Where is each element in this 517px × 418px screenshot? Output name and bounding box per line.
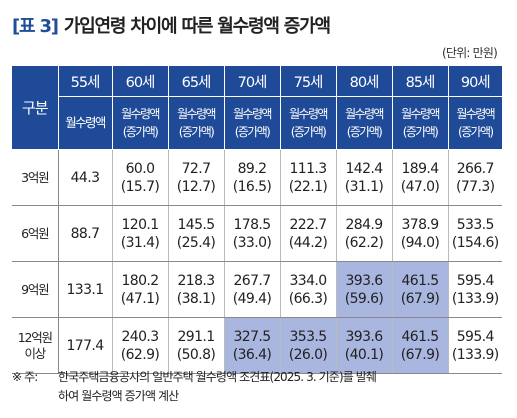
cell: 222.7 (44.2): [280, 205, 337, 262]
row-label: 3억원: [12, 149, 59, 206]
sub-paren: (증가액): [178, 125, 215, 139]
unit-label: (단위: 만원): [442, 46, 498, 60]
cell: 595.4 (133.9): [448, 317, 502, 374]
cell: 178.5 (33.0): [224, 205, 281, 262]
cell-base: 44.3: [58, 149, 113, 206]
cell: 218.3 (38.1): [168, 261, 225, 318]
sub-label: 월수령액: [289, 107, 328, 121]
cell: 180.2 (47.1): [112, 261, 169, 318]
sub-paren: (증가액): [346, 125, 383, 139]
footnote-line2: 하여 월수령액 증가액 계산: [58, 389, 179, 403]
header-sub-70: 월수령액 (증가액): [224, 96, 281, 150]
table-row: 6억원 88.7 120.1 (31.4) 145.5 (25.4) 178.5 (3…: [12, 205, 502, 262]
sub-label: 월수령액: [345, 107, 384, 121]
table-row: 12억원 이상 177.4 240.3 (62.9) 291.1 (50.8) 327…: [12, 317, 502, 374]
cell: 145.5 (25.4): [168, 205, 225, 262]
cell-base: 133.1: [58, 261, 113, 318]
header-sub-85: 월수령액 (증가액): [392, 96, 449, 150]
header-age-80: 80세: [336, 66, 393, 97]
cell: 595.4 (133.9): [448, 261, 502, 318]
cell: 284.9 (62.2): [336, 205, 393, 262]
table-number: [표 3]: [12, 16, 59, 37]
footnote: ※ 주: 한국주택금융공사의 일반주택 월수령액 조견표(2025. 3. 기준)…: [12, 368, 377, 406]
header-age-90: 90세: [448, 66, 502, 97]
cell-highlighted: 393.6 (59.6): [336, 261, 393, 318]
sub-paren: (증가액): [122, 125, 159, 139]
cell: 111.3 (22.1): [280, 149, 337, 206]
table-title: [표 3] 가입연령 차이에 따른 월수령액 증가액: [12, 12, 331, 38]
header-sub-60: 월수령액 (증가액): [112, 96, 169, 150]
header-age-65: 65세: [168, 66, 225, 97]
sub-label: 월수령액: [177, 107, 216, 121]
sub-label: 월수령액: [233, 107, 272, 121]
sub-paren: (증가액): [402, 125, 439, 139]
cell: 240.3 (62.9): [112, 317, 169, 374]
cell-highlighted: 327.5 (36.4): [224, 317, 281, 374]
header-age-60: 60세: [112, 66, 169, 97]
header-gubun: 구분: [12, 66, 59, 150]
cell-highlighted: 393.6 (40.1): [336, 317, 393, 374]
cell: 72.7 (12.7): [168, 149, 225, 206]
header-age-55: 55세: [58, 66, 113, 97]
cell: 291.1 (50.8): [168, 317, 225, 374]
footnote-line1: 한국주택금융공사의 일반주택 월수령액 조견표(2025. 3. 기준)를 발췌: [58, 370, 377, 384]
title-text: 가입연령 차이에 따른 월수령액 증가액: [63, 16, 331, 37]
cell-highlighted: 461.5 (67.9): [392, 317, 449, 374]
sub-paren: (증가액): [234, 125, 271, 139]
header-age-75: 75세: [280, 66, 337, 97]
cell: 267.7 (49.4): [224, 261, 281, 318]
sub-paren: (증가액): [290, 125, 327, 139]
header-sub-75: 월수령액 (증가액): [280, 96, 337, 150]
cell: 533.5 (154.6): [448, 205, 502, 262]
sub-label: 월수령액: [401, 107, 440, 121]
row-label: 9억원: [12, 261, 59, 318]
table-row: 9억원 133.1 180.2 (47.1) 218.3 (38.1) 267.7(…: [12, 261, 502, 318]
sub-label: 월수령액: [456, 107, 495, 121]
cell: 334.0 (66.3): [280, 261, 337, 318]
cell-base: 177.4: [58, 317, 113, 374]
table-row: 3억원 44.3 60.0 (15.7) 72.7 (12.7) 89.2 (16.5…: [12, 149, 502, 206]
header-sub-65: 월수령액 (증가액): [168, 96, 225, 150]
footnote-mark: ※ 주:: [12, 370, 38, 384]
cell: 378.9 (94.0): [392, 205, 449, 262]
cell: 120.1 (31.4): [112, 205, 169, 262]
header-age-70: 70세: [224, 66, 281, 97]
header-age-85: 85세: [392, 66, 449, 97]
cell-highlighted: 461.5 (67.9): [392, 261, 449, 318]
row-label: 12억원 이상: [12, 317, 59, 374]
cell: 142.4 (31.1): [336, 149, 393, 206]
row-label: 6억원: [12, 205, 59, 262]
cell-base: 88.7: [58, 205, 113, 262]
cell: 89.2 (16.5): [224, 149, 281, 206]
header-sub-90: 월수령액 (증가액): [448, 96, 502, 150]
sub-paren: (증가액): [458, 125, 494, 139]
sub-label: 월수령액: [121, 107, 160, 121]
cell: 189.4 (47.0): [392, 149, 449, 206]
pension-table: 구분 55세 60세 65세 70세 75세 80세 85세 90세 월수령액 …: [12, 66, 502, 374]
cell-highlighted: 353.5 (26.0): [280, 317, 337, 374]
cell: 266.7 (77.3): [448, 149, 502, 206]
header-sub-55: 월수령액: [58, 96, 113, 150]
header-sub-80: 월수령액 (증가액): [336, 96, 393, 150]
cell: 60.0 (15.7): [112, 149, 169, 206]
